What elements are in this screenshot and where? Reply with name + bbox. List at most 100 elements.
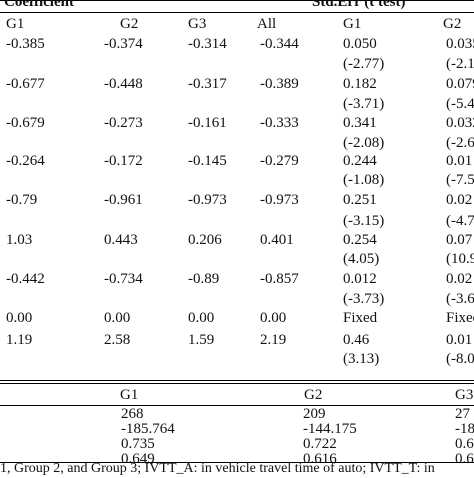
cell-all: 2.19 [260, 332, 287, 348]
cell-tstat-t1: (3.13) [343, 351, 380, 367]
cell-tstat-t1: (-3.71) [343, 96, 385, 112]
stats-cell: -185.764 [121, 421, 175, 437]
cell-tstat-t2: (-8.0 [446, 351, 474, 367]
cell-all: -0.389 [260, 76, 299, 92]
stderr-header: Std.Err (t test) [312, 0, 406, 10]
cell-g3: 0.206 [188, 232, 222, 248]
cell-all: -0.973 [260, 192, 299, 208]
stats-cell: 209 [303, 406, 326, 422]
stats-cell: 268 [121, 406, 144, 422]
col-header-g2: G2 [120, 16, 139, 32]
cell-g2: 0.443 [104, 232, 138, 248]
stats-header-rule [0, 405, 474, 406]
bottom-rule [0, 462, 474, 463]
cell-g1: -0.264 [6, 153, 45, 169]
cell-se2: Fixed [446, 310, 474, 326]
stats-cell: 0.6 [455, 436, 474, 452]
cell-tstat-t1: (-3.73) [343, 291, 385, 307]
col-header-se-g1: G1 [343, 16, 362, 32]
cell-g2: 2.58 [104, 332, 131, 348]
cell-tstat-t1: (-2.08) [343, 135, 385, 151]
cell-all: 0.401 [260, 232, 294, 248]
cell-all: 0.00 [260, 310, 287, 326]
cell-tstat-t2: (-4.7 [446, 213, 474, 229]
stats-col-g3: G3 [455, 387, 474, 403]
cell-tstat-t1: (4.05) [343, 251, 380, 267]
cell-g3: -0.89 [188, 271, 220, 287]
cell-tstat-t1: (-1.08) [343, 172, 385, 188]
cell-g2: -0.734 [104, 271, 143, 287]
cell-g1: 1.03 [6, 232, 33, 248]
cell-g3: -0.314 [188, 36, 227, 52]
cell-tstat-t2: (-7.5 [446, 172, 474, 188]
mid-rule-1 [0, 380, 474, 381]
cell-g3: 1.59 [188, 332, 215, 348]
cell-se2: 0.02 [446, 271, 473, 287]
cell-g2: -0.374 [104, 36, 143, 52]
table-footnote: 1, Group 2, and Group 3; IVTT_A: in vehi… [0, 461, 435, 476]
col-header-g3: G3 [188, 16, 207, 32]
cell-se2: 0.07 [446, 232, 473, 248]
cell-se2: 0.01 [446, 153, 473, 169]
stats-col-g1: G1 [120, 387, 139, 403]
cell-g3: -0.317 [188, 76, 227, 92]
cell-tstat-t2: (-2.1 [446, 56, 474, 72]
cell-g1: -0.679 [6, 115, 45, 131]
cell-tstat-t2: (-5.4 [446, 96, 474, 112]
cell-g1: -0.677 [6, 76, 45, 92]
cell-tstat-t2: (-2.6 [446, 135, 474, 151]
col-header-all: All [257, 16, 277, 32]
cell-se2: 0.01 [446, 332, 473, 348]
cell-se2: 0.02 [446, 192, 473, 208]
top-rule [0, 0, 474, 1]
cell-all: -0.344 [260, 36, 299, 52]
cell-se1: 0.244 [343, 153, 377, 169]
stats-col-g2: G2 [304, 387, 323, 403]
cell-g2: -0.273 [104, 115, 143, 131]
cell-tstat-t2: (10.9 [446, 251, 474, 267]
cell-se2: 0.032 [446, 115, 474, 131]
cell-se2: 0.035 [446, 36, 474, 52]
header-rule [0, 12, 474, 13]
cell-all: -0.279 [260, 153, 299, 169]
cell-all: -0.857 [260, 271, 299, 287]
cell-g3: -0.973 [188, 192, 227, 208]
cell-g2: -0.172 [104, 153, 143, 169]
cell-g2: -0.961 [104, 192, 143, 208]
cell-g3: -0.145 [188, 153, 227, 169]
stats-cell: 27 [455, 406, 470, 422]
cell-g1: 0.00 [6, 310, 33, 326]
stats-cell: 0.616 [303, 451, 337, 467]
cell-se1: 0.251 [343, 192, 377, 208]
stats-cell: 0.735 [121, 436, 155, 452]
cell-se1: 0.182 [343, 76, 377, 92]
cell-tstat-t1: (-2.77) [343, 56, 385, 72]
cell-se1: 0.254 [343, 232, 377, 248]
cell-g3: -0.161 [188, 115, 227, 131]
stats-cell: 0.649 [121, 451, 155, 467]
cell-se1: 0.050 [343, 36, 377, 52]
cell-se1: Fixed [343, 310, 378, 326]
cell-g3: 0.00 [188, 310, 215, 326]
cell-g1: -0.79 [6, 192, 38, 208]
stats-cell: 0.6 [455, 451, 474, 467]
stats-cell: -18 [455, 421, 474, 437]
cell-g1: -0.442 [6, 271, 45, 287]
cell-tstat-t2: (-3.6 [446, 291, 474, 307]
cell-g2: 0.00 [104, 310, 131, 326]
cell-g1: -0.385 [6, 36, 45, 52]
stats-cell: 0.722 [303, 436, 337, 452]
cell-se1: 0.012 [343, 271, 377, 287]
cell-g2: -0.448 [104, 76, 143, 92]
cell-g1: 1.19 [6, 332, 33, 348]
cell-all: -0.333 [260, 115, 299, 131]
mid-rule-2 [0, 383, 474, 384]
cell-se2: 0.079 [446, 76, 474, 92]
col-header-se-g2: G2 [443, 16, 462, 32]
cell-se1: 0.341 [343, 115, 377, 131]
cell-tstat-t1: (-3.15) [343, 213, 385, 229]
cell-se1: 0.46 [343, 332, 370, 348]
coefficient-header: Coefficient [4, 0, 74, 10]
col-header-g1: G1 [6, 16, 25, 32]
stats-cell: -144.175 [303, 421, 357, 437]
